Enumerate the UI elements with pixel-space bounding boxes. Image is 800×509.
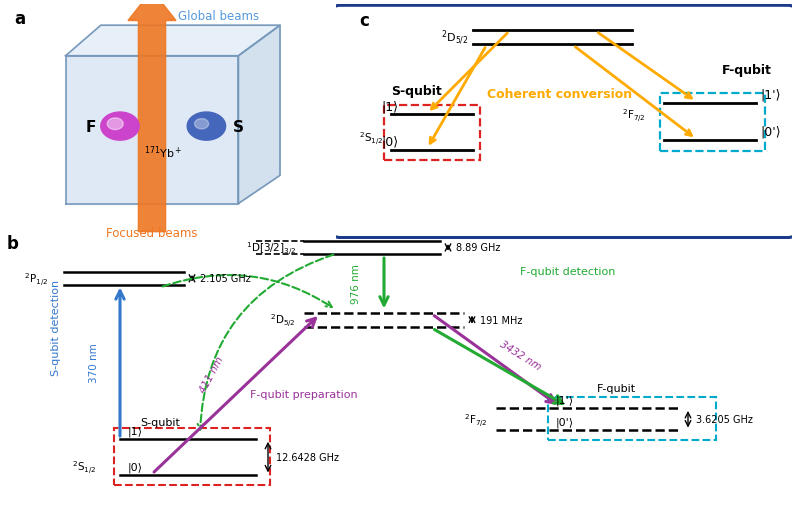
Text: $^1$D[3/2]$_{3/2}$: $^1$D[3/2]$_{3/2}$ xyxy=(246,240,296,257)
Text: |0'⟩: |0'⟩ xyxy=(556,417,574,427)
Text: $^{171}$Yb$^+$: $^{171}$Yb$^+$ xyxy=(144,145,182,161)
Text: F-qubit: F-qubit xyxy=(597,384,635,393)
Text: $^2$F$_{7/2}$: $^2$F$_{7/2}$ xyxy=(464,411,488,428)
Text: $^2$F$_{7/2}$: $^2$F$_{7/2}$ xyxy=(622,107,646,124)
Text: F-qubit preparation: F-qubit preparation xyxy=(250,389,358,399)
Text: a: a xyxy=(14,10,26,27)
Text: Global beams: Global beams xyxy=(178,10,258,23)
Text: $^2$D$_{5/2}$: $^2$D$_{5/2}$ xyxy=(270,312,296,328)
Text: b: b xyxy=(6,235,18,252)
Text: |0⟩: |0⟩ xyxy=(128,462,143,472)
Text: $^2$S$_{1/2}$: $^2$S$_{1/2}$ xyxy=(72,459,96,475)
Text: 3432 nm: 3432 nm xyxy=(498,338,542,372)
Polygon shape xyxy=(187,113,226,141)
Text: F-qubit: F-qubit xyxy=(722,64,771,77)
FancyArrow shape xyxy=(128,0,176,232)
Polygon shape xyxy=(66,26,280,56)
Text: $^2$D$_{5/2}$: $^2$D$_{5/2}$ xyxy=(441,29,468,47)
Text: c: c xyxy=(358,12,369,30)
Text: 3.6205 GHz: 3.6205 GHz xyxy=(696,414,753,425)
Text: |1⟩: |1⟩ xyxy=(128,425,143,436)
Text: F: F xyxy=(86,119,96,134)
Text: 370 nm: 370 nm xyxy=(90,342,99,382)
Polygon shape xyxy=(238,26,280,204)
Polygon shape xyxy=(101,113,139,141)
Text: S-qubit: S-qubit xyxy=(140,417,180,427)
Text: $^2$P$_{1/2}$: $^2$P$_{1/2}$ xyxy=(24,270,48,287)
Polygon shape xyxy=(66,56,238,204)
Text: |1⟩: |1⟩ xyxy=(382,100,398,113)
Text: 411 nm: 411 nm xyxy=(198,355,226,394)
Text: S: S xyxy=(233,119,244,134)
Text: S-qubit detection: S-qubit detection xyxy=(51,279,61,375)
Text: |1'⟩: |1'⟩ xyxy=(556,394,574,405)
Text: 8.89 GHz: 8.89 GHz xyxy=(456,243,500,253)
Text: Coherent conversion: Coherent conversion xyxy=(487,88,632,101)
Text: 12.6428 GHz: 12.6428 GHz xyxy=(276,452,339,462)
Text: |1'⟩: |1'⟩ xyxy=(760,88,781,101)
Text: S-qubit: S-qubit xyxy=(390,85,442,98)
Polygon shape xyxy=(194,119,209,130)
Text: F-qubit detection: F-qubit detection xyxy=(520,266,615,276)
Text: 976 nm: 976 nm xyxy=(351,264,361,303)
Text: 191 MHz: 191 MHz xyxy=(480,315,522,325)
FancyBboxPatch shape xyxy=(334,6,794,238)
Text: |0⟩: |0⟩ xyxy=(382,135,398,148)
Text: $^2$S$_{1/2}$: $^2$S$_{1/2}$ xyxy=(358,130,383,147)
Text: |0'⟩: |0'⟩ xyxy=(760,126,781,138)
Text: 2.105 GHz: 2.105 GHz xyxy=(200,274,250,284)
Text: Focused beams: Focused beams xyxy=(106,227,198,239)
Polygon shape xyxy=(107,119,123,130)
